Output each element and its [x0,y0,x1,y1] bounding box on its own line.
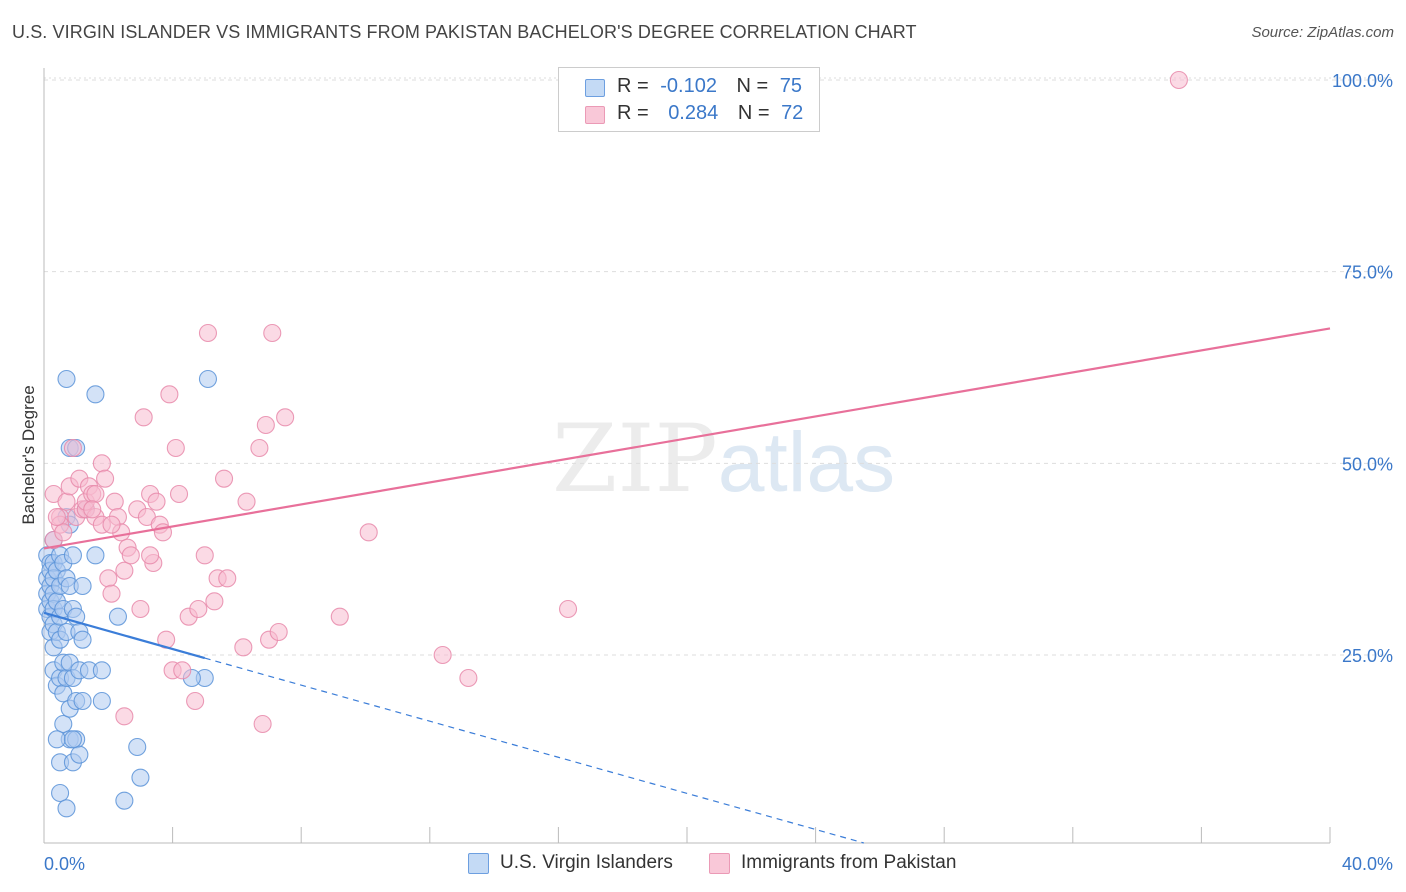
blue-swatch [585,79,605,97]
r-label: R = [617,75,649,97]
pakistan-point [250,438,269,458]
pakistan-point [57,492,76,511]
pakistan-point [237,492,256,511]
legend-label: U.S. Virgin Islanders [500,852,673,873]
pakistan-point [189,599,208,619]
pakistan-point [121,546,140,565]
pakistan-point [276,408,295,427]
pakistan-point [83,500,102,519]
y-tick-label: 25.0% [1342,646,1393,666]
pakistan-point [54,523,73,542]
pakistan-point [558,599,578,619]
y-tick-label: 75.0% [1342,263,1393,283]
pakistan-point [186,691,205,711]
pakistan-point [115,707,134,726]
pakistan-point [269,622,288,642]
correlation-legend: R = -0.102 N = 75 R = 0.284 N = 72 [558,67,820,132]
watermark: ZIPatlas [552,405,896,514]
virgin-islanders-trend-extension [204,657,864,844]
virgin-islanders-point [115,791,134,810]
pakistan-point [214,469,234,488]
pakistan-point [263,323,282,343]
legend-label: Immigrants from Pakistan [741,852,957,873]
virgin-islanders-point [198,369,218,389]
pakistan-trend-line [43,327,1331,550]
chart-title: U.S. VIRGIN ISLANDER VS IMMIGRANTS FROM … [12,22,917,42]
pakistan-point [205,592,224,611]
virgin-islanders-point [63,730,82,749]
virgin-islanders-point [92,661,111,680]
x-tick-label: 40.0% [1342,854,1393,874]
virgin-islanders-point [73,576,92,596]
r-value: -0.102 [660,75,717,97]
virgin-islanders-point [51,783,70,803]
blue-swatch [468,853,489,874]
n-value: 72 [781,102,804,124]
virgin-islanders-point [92,691,111,711]
pakistan-point [92,454,111,473]
y-tick-label: 100.0% [1332,71,1393,91]
pakistan-point [102,515,121,534]
axis-labels: 25.0% 50.0% 75.0% 100.0% 0.0% 40.0% Bachelor's… [19,71,1393,874]
pakistan-point [173,661,192,680]
virgin-islanders-point [73,691,92,711]
pink-swatch [709,853,730,874]
n-label: N = [736,75,769,97]
virgin-islanders-point [47,730,66,749]
pakistan-point [141,546,160,565]
pakistan-point [330,607,349,626]
axes [43,68,1331,844]
pakistan-point [63,438,82,458]
pakistan-point [234,638,253,657]
pakistan-point [359,523,378,542]
virgin-islanders-point [57,369,76,389]
gridlines [44,77,1393,656]
virgin-islanders-point [131,768,150,787]
r-value: 0.284 [668,102,719,124]
y-axis-title: Bachelor's Degree [19,385,38,524]
pakistan-point [86,484,105,504]
pakistan-point [115,561,134,580]
pakistan-point [96,469,115,488]
virgin-islanders-point [63,546,82,565]
pakistan-point [131,599,150,619]
pakistan-point [459,668,478,688]
pakistan-point [166,438,185,458]
x-tick-label: 0.0% [44,854,85,874]
virgin-islanders-point [108,607,127,626]
pakistan-point [147,492,166,511]
pakistan-point [1169,70,1188,90]
virgin-islanders-point [57,799,76,818]
y-tick-label: 50.0% [1342,454,1393,474]
source-credit: Source: ZipAtlas.com [1251,24,1394,41]
pakistan-point [169,484,189,504]
pakistan-point [253,714,272,734]
pakistan-point [433,645,452,665]
pakistan-point [105,492,124,511]
virgin-islanders-point [70,745,89,764]
pakistan-point [134,408,153,427]
pakistan-point [256,415,275,435]
virgin-islanders-point [86,385,105,404]
trend-lines [43,327,1331,844]
pakistan-point [47,507,66,527]
n-value: 75 [779,75,803,97]
data-points [38,70,1188,818]
pink-swatch [585,106,605,124]
virgin-islanders-point [128,737,147,757]
pakistan-point [198,323,218,343]
virgin-islanders-point [73,630,92,649]
pakistan-point [102,584,121,603]
n-label: N = [737,102,770,124]
pakistan-point [160,385,179,404]
virgin-islanders-trend-line [43,611,206,660]
pakistan-point [218,569,237,588]
virgin-islanders-point [86,546,105,565]
r-label: R = [617,102,649,124]
virgin-islanders-point [54,714,73,734]
pakistan-point [99,569,118,588]
pakistan-point [195,546,214,565]
